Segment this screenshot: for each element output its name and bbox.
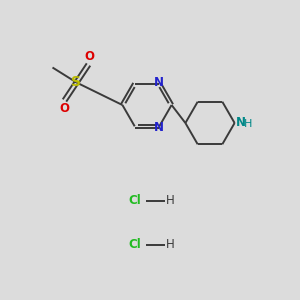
Text: H: H xyxy=(166,238,175,251)
Text: S: S xyxy=(71,76,82,89)
Text: H: H xyxy=(244,119,252,129)
Text: Cl: Cl xyxy=(129,194,141,208)
Text: N: N xyxy=(154,121,164,134)
Text: Cl: Cl xyxy=(129,238,141,251)
Text: H: H xyxy=(166,194,175,208)
Text: O: O xyxy=(59,102,69,115)
Text: N: N xyxy=(154,76,164,89)
Text: O: O xyxy=(84,50,94,63)
Text: N: N xyxy=(236,116,246,130)
